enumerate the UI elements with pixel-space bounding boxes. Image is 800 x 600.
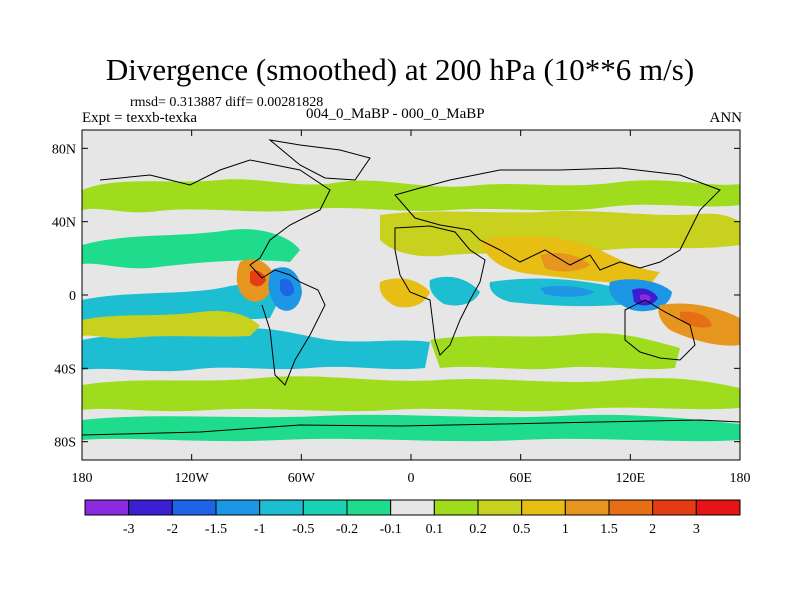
- y-tick-label: 0: [69, 289, 76, 304]
- colorbar-label: 0.1: [426, 522, 444, 537]
- y-tick-label: 80N: [52, 142, 76, 157]
- field-band-southern-ocean: [82, 376, 740, 412]
- coastline-antarctica: [82, 419, 740, 436]
- colorbar-label: 1: [562, 522, 569, 537]
- colorbar-label: 0.2: [469, 522, 487, 537]
- axes: 180 120W 60W 0 60E 120E 180 80N 40N 0 40S 80S: [52, 130, 751, 486]
- y-tick-label: 40N: [52, 216, 76, 231]
- colorbar-swatch: [564, 499, 610, 516]
- field-band-south-negative: [82, 328, 430, 372]
- field-band-north: [82, 179, 740, 213]
- colorbar-label: -1: [254, 522, 266, 537]
- colorbar-swatch: [521, 499, 566, 516]
- field-amazon-min: [280, 278, 294, 297]
- x-tick-label: 60E: [509, 471, 532, 486]
- y-tick-label: 40S: [54, 362, 76, 377]
- field-band-asia: [380, 211, 740, 257]
- experiment-label: Expt = texxb-texka: [82, 110, 198, 126]
- colorbar-label: 1.5: [600, 522, 618, 537]
- field-africa-negative: [429, 276, 480, 306]
- colorbar-label: 3: [693, 522, 700, 537]
- field-indian-ocean-min: [540, 285, 595, 297]
- season-label: ANN: [709, 110, 743, 126]
- colorbar-swatch: [390, 499, 435, 516]
- x-tick-label: 180: [730, 471, 751, 486]
- colorbar-swatch: [84, 499, 130, 516]
- colorbar-swatch: [652, 499, 697, 516]
- colorbar-swatch: [695, 499, 741, 516]
- colorbar-label: 0.5: [513, 522, 531, 537]
- field-west-pacific-strongest: [640, 294, 651, 302]
- field-band-south-indian: [430, 333, 680, 370]
- colorbar-label: -0.1: [380, 522, 402, 537]
- x-tick-label: 120W: [175, 471, 210, 486]
- colorbar-swatch: [302, 499, 348, 516]
- colorbar-swatch: [346, 499, 392, 516]
- x-tick-label: 120E: [616, 471, 646, 486]
- x-tick-label: 0: [408, 471, 415, 486]
- colorbar-swatch: [608, 499, 654, 516]
- colorbar-label: -1.5: [205, 522, 227, 537]
- coastlines: [82, 139, 740, 436]
- coastline-africa: [394, 225, 486, 356]
- colorbar-label: -2: [166, 522, 178, 537]
- divergence-field: [82, 179, 740, 442]
- x-tick-label: 180: [72, 471, 93, 486]
- field-band-north-negative: [82, 229, 300, 269]
- colorbar-label: -0.2: [336, 522, 358, 537]
- colorbar-label: 2: [649, 522, 656, 537]
- colorbar-swatch: [477, 499, 523, 516]
- coastline-australia: [624, 299, 696, 361]
- coastline-eurasia: [394, 167, 721, 271]
- colorbar: -3 -2 -1.5 -1 -0.5 -0.2 -0.1 0.1 0.2 0.5 1 1.5 2 3: [84, 499, 741, 537]
- colorbar-label: -3: [123, 522, 135, 537]
- colorbar-swatch: [128, 499, 173, 516]
- field-central-america-max: [250, 270, 266, 287]
- stats-label: rmsd= 0.313887 diff= 0.00281828: [130, 95, 324, 110]
- chart-title: Divergence (smoothed) at 200 hPa (10**6 …: [105, 52, 695, 87]
- colorbar-swatch: [215, 499, 261, 516]
- y-tick-label: 80S: [54, 436, 76, 451]
- x-tick-label: 60W: [288, 471, 316, 486]
- colorbar-swatch: [433, 499, 479, 516]
- colorbar-label: -0.5: [292, 522, 314, 537]
- coastline-americas: [99, 159, 331, 386]
- coastline-greenland: [268, 139, 371, 181]
- field-atlantic-positive: [379, 278, 430, 308]
- field-band-south-positive: [82, 310, 260, 339]
- colorbar-swatch: [259, 499, 304, 516]
- colorbar-swatch: [171, 499, 217, 516]
- field-band-antarctic: [82, 414, 740, 442]
- comparison-label: 004_0_MaBP - 000_0_MaBP: [306, 106, 485, 122]
